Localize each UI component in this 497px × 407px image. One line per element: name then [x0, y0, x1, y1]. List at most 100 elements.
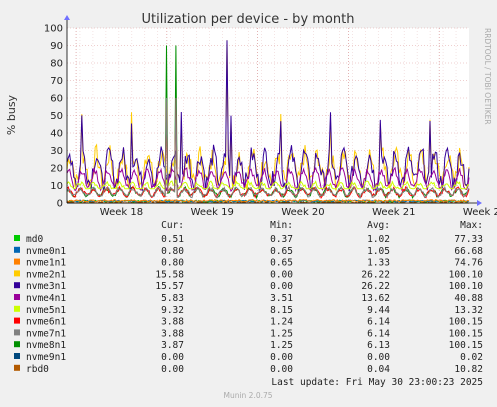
legend-avg: 9.44	[367, 305, 390, 316]
legend-name: nvme5n1	[26, 305, 66, 316]
legend-cur: 9.32	[161, 305, 184, 316]
legend-name: nvme6n1	[26, 317, 66, 328]
legend-max: 66.68	[454, 246, 483, 257]
legend-cur: 0.00	[161, 352, 184, 363]
legend-cur: 3.88	[161, 317, 184, 328]
x-axis-arrow	[477, 200, 482, 206]
y-tick-label: 20	[50, 164, 63, 175]
x-tick-label: Week 20	[281, 207, 324, 218]
legend-avg: 0.04	[367, 364, 390, 375]
legend-min: 0.37	[270, 234, 293, 245]
legend-avg: 1.05	[367, 246, 390, 257]
legend-swatch-nvme1n1	[14, 258, 20, 265]
y-tick-label: 70	[50, 76, 63, 87]
legend-cur: 15.58	[155, 269, 184, 280]
legend-avg: 26.22	[361, 269, 390, 280]
legend-max: 100.10	[449, 281, 484, 292]
legend-name: nvme8n1	[26, 340, 66, 351]
legend-max: 100.15	[449, 317, 483, 328]
x-tick-label: Week 19	[191, 207, 234, 218]
y-tick-label: 50	[50, 111, 63, 122]
y-tick-label: 10	[50, 181, 63, 192]
legend-swatch-rbd0	[14, 364, 20, 371]
legend-min: 0.00	[270, 269, 293, 280]
legend-swatch-nvme3n1	[14, 282, 20, 289]
series-line-nvme0n1	[66, 199, 470, 203]
legend-swatch-nvme8n1	[14, 341, 20, 348]
y-axis-label: % busy	[5, 94, 18, 135]
legend-cur: 0.00	[161, 364, 184, 375]
legend-name: rbd0	[26, 364, 49, 375]
legend-min: 1.25	[270, 328, 293, 339]
grid-lines	[67, 27, 469, 203]
legend-cur: 0.80	[161, 246, 184, 257]
series-line-nvme1n1	[66, 198, 470, 203]
legend-cur: 0.80	[161, 258, 184, 269]
legend-avg: 6.13	[367, 340, 390, 351]
x-tick-label: Week 22	[463, 207, 497, 218]
legend-swatch-nvme5n1	[14, 305, 20, 312]
legend-avg: 6.14	[367, 317, 390, 328]
legend-min: 8.15	[270, 305, 293, 316]
legend-name: nvme0n1	[26, 246, 66, 257]
last-update: Last update: Fri May 30 23:00:23 2025	[271, 377, 483, 388]
x-tick-label: Week 18	[100, 207, 143, 218]
legend-max: 0.02	[460, 352, 483, 363]
legend-avg: 13.62	[361, 293, 390, 304]
legend-cur: 3.88	[161, 328, 184, 339]
legend-swatch-nvme2n1	[14, 270, 20, 277]
legend-name: nvme3n1	[26, 281, 66, 292]
legend-header: Avg:	[367, 220, 390, 231]
x-tick-label: Week 21	[372, 207, 415, 218]
legend-header: Min:	[270, 220, 293, 231]
series-lines	[66, 40, 470, 204]
legend-max: 10.82	[454, 364, 483, 375]
legend-cur: 15.57	[155, 281, 184, 292]
x-tick-labels: Week 18 Week 19 Week 20 Week 21 Week 22	[100, 207, 497, 218]
legend: Cur: Min: Avg: Max: md0 0.51 0.37 1.02 77.33 nvme…	[14, 220, 483, 375]
legend-name: nvme1n1	[26, 258, 66, 269]
legend-max: 100.15	[449, 340, 483, 351]
legend-name: nvme2n1	[26, 269, 66, 280]
legend-min: 3.51	[270, 293, 293, 304]
y-tick-label: 0	[57, 199, 63, 210]
legend-swatch-nvme6n1	[14, 317, 20, 324]
legend-name: nvme7n1	[26, 328, 66, 339]
y-tick-label: 80	[50, 59, 63, 70]
legend-cur: 0.51	[161, 234, 184, 245]
legend-min: 0.65	[270, 246, 293, 257]
legend-name: md0	[26, 234, 43, 245]
legend-min: 0.00	[270, 364, 293, 375]
legend-header: Cur:	[161, 220, 184, 231]
legend-name: nvme9n1	[26, 352, 66, 363]
legend-avg: 0.00	[367, 352, 390, 363]
legend-max: 100.10	[449, 269, 484, 280]
legend-swatch-md0	[14, 235, 20, 241]
legend-name: nvme4n1	[26, 293, 66, 304]
y-tick-labels: 0 10 20 30 40 50 60 70 80 90 100	[44, 24, 63, 210]
series-line-nvme6n1	[66, 97, 470, 199]
axes	[64, 15, 482, 206]
legend-header: Max:	[460, 220, 483, 231]
series-line-nvme2n1	[66, 40, 470, 191]
legend-swatch-nvme7n1	[14, 329, 20, 336]
y-tick-label: 40	[50, 129, 63, 140]
y-tick-label: 100	[44, 24, 63, 35]
legend-avg: 6.14	[367, 328, 390, 339]
y-tick-label: 90	[50, 41, 63, 52]
legend-max: 100.15	[449, 328, 483, 339]
series-line-nvme3n1	[66, 40, 470, 194]
legend-min: 0.00	[270, 281, 293, 292]
legend-min: 0.00	[270, 352, 293, 363]
y-tick-label: 30	[50, 146, 63, 157]
munin-version: Munin 2.0.75	[223, 391, 272, 400]
legend-max: 13.32	[454, 305, 483, 316]
legend-max: 77.33	[454, 234, 483, 245]
rrdtool-credit: RRDTOOL / TOBI OETIKER	[483, 28, 492, 125]
series-line-nvme7n1	[66, 97, 470, 200]
legend-avg: 1.02	[367, 234, 390, 245]
legend-min: 1.24	[270, 317, 293, 328]
legend-min: 0.65	[270, 258, 293, 269]
legend-cur: 5.83	[161, 293, 184, 304]
